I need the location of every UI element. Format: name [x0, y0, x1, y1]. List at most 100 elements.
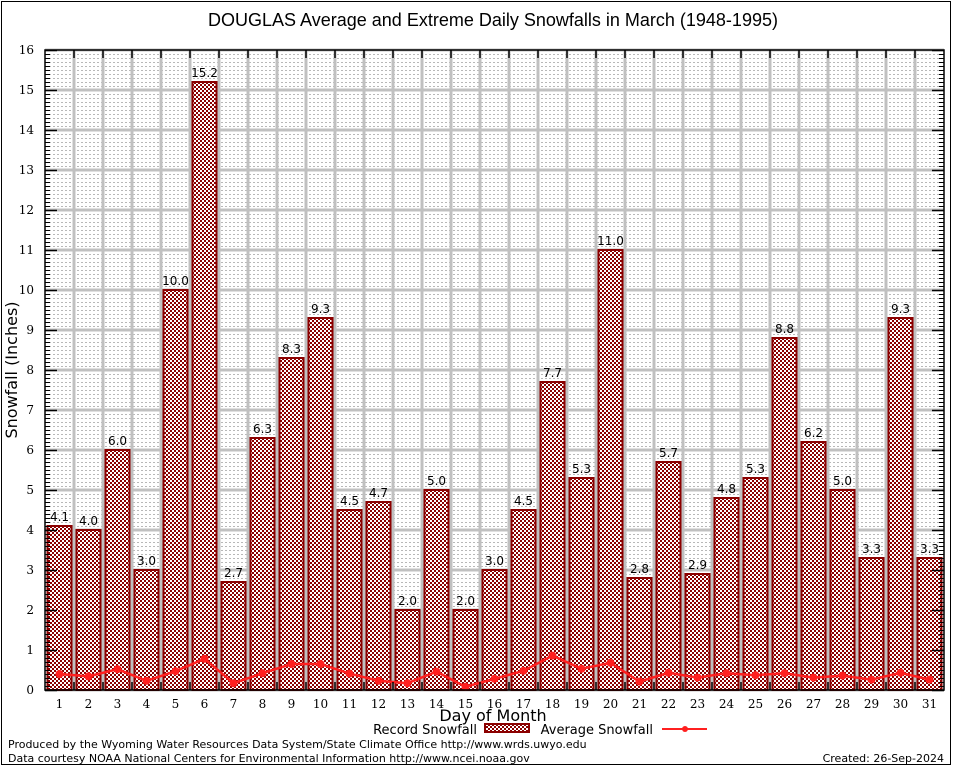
bar-day-23 — [684, 573, 711, 691]
y-tick-label: 2 — [26, 603, 34, 617]
y-tick-label: 0 — [26, 683, 34, 697]
bar-label-day-17: 4.5 — [514, 494, 533, 508]
bar-day-11 — [336, 509, 363, 691]
average-point-day-19 — [577, 664, 586, 673]
y-tick-label: 1 — [26, 643, 34, 657]
y-tick-label: 8 — [26, 363, 34, 377]
x-tick-label-day-5: 5 — [172, 697, 180, 711]
average-point-day-14 — [432, 667, 441, 676]
bar-day-26 — [771, 337, 798, 691]
x-tick-label-day-17: 17 — [516, 697, 531, 711]
average-point-day-6 — [200, 654, 209, 663]
average-point-day-9 — [287, 660, 296, 668]
legend-marker-average — [682, 726, 688, 732]
average-point-day-22 — [664, 668, 673, 677]
average-point-day-12 — [374, 676, 383, 685]
bar-day-24 — [713, 497, 740, 691]
y-tick-label: 15 — [19, 83, 34, 97]
average-point-day-1 — [55, 670, 64, 678]
bar-day-8 — [249, 437, 276, 691]
bar-label-day-21: 2.8 — [630, 562, 649, 576]
average-point-day-18 — [548, 651, 557, 660]
x-tick-label-day-3: 3 — [114, 697, 122, 711]
average-point-day-8 — [258, 669, 267, 678]
bar-day-27 — [800, 441, 827, 691]
x-tick-label-day-26: 26 — [777, 697, 792, 711]
x-tick-label-day-28: 28 — [835, 697, 850, 711]
bar-label-day-1: 4.1 — [50, 510, 69, 524]
chart-title: DOUGLAS Average and Extreme Daily Snowfa… — [208, 10, 778, 30]
x-tick-label-day-25: 25 — [748, 697, 763, 711]
bar-day-3 — [104, 449, 131, 691]
bar-day-22 — [655, 461, 682, 691]
x-tick-label-day-20: 20 — [603, 697, 618, 711]
x-tick-label-day-29: 29 — [864, 697, 879, 711]
bar-label-day-19: 5.3 — [572, 462, 591, 476]
average-point-day-11 — [345, 669, 354, 678]
bar-day-4 — [133, 569, 160, 691]
x-tick-label-day-4: 4 — [143, 697, 151, 711]
x-tick-label-day-27: 27 — [806, 697, 821, 711]
record-bars: 4.1 4.0 6.0 3.0 10.0 15.2 2.7 6.3 8.3 9.3 4.5 4.7 2.… — [46, 66, 943, 691]
y-tick-label: 11 — [19, 243, 34, 257]
bar-day-29 — [858, 557, 885, 691]
y-tick-label: 13 — [19, 163, 34, 177]
bar-label-day-12: 4.7 — [369, 486, 388, 500]
y-axis-label: Snowfall (Inches) — [2, 301, 21, 438]
bar-label-day-11: 4.5 — [340, 494, 359, 508]
bar-label-day-22: 5.7 — [659, 446, 678, 460]
bar-label-day-31: 3.3 — [920, 542, 939, 556]
bar-label-day-26: 8.8 — [775, 322, 794, 336]
bar-day-7 — [220, 581, 247, 691]
bar-label-day-16: 3.0 — [485, 554, 504, 568]
average-point-day-7 — [229, 679, 238, 688]
bar-day-10 — [307, 317, 334, 691]
x-tick-label-day-8: 8 — [259, 697, 267, 711]
x-tick-label-day-21: 21 — [632, 697, 647, 711]
bar-label-day-10: 9.3 — [311, 302, 330, 316]
bar-label-day-8: 6.3 — [253, 422, 272, 436]
average-point-day-26 — [780, 669, 789, 678]
average-point-day-10 — [316, 660, 325, 668]
y-tick-label: 16 — [19, 43, 34, 57]
bar-label-day-4: 3.0 — [137, 554, 156, 568]
created-date: Created: 26-Sep-2024 — [823, 752, 944, 765]
bar-day-13 — [394, 609, 421, 691]
bar-day-16 — [481, 569, 508, 691]
bar-label-day-9: 8.3 — [282, 342, 301, 356]
average-point-day-30 — [896, 668, 905, 677]
x-tick-label-day-12: 12 — [371, 697, 386, 711]
x-tick-label-day-6: 6 — [201, 697, 209, 711]
bar-day-28 — [829, 489, 856, 691]
bar-label-day-2: 4.0 — [79, 514, 98, 528]
bar-day-25 — [742, 477, 769, 691]
bar-day-17 — [510, 509, 537, 691]
average-point-day-23 — [693, 673, 702, 682]
bar-day-12 — [365, 501, 392, 691]
y-tick-label: 7 — [26, 403, 34, 417]
bar-label-day-5: 10.0 — [162, 274, 189, 288]
x-tick-label-day-19: 19 — [574, 697, 589, 711]
average-point-day-15 — [461, 682, 470, 691]
average-point-day-3 — [113, 665, 122, 674]
x-tick-label-day-18: 18 — [545, 697, 560, 711]
y-tick-label: 12 — [19, 203, 34, 217]
x-tick-label-day-7: 7 — [230, 697, 238, 711]
average-point-day-31 — [925, 675, 934, 684]
average-point-day-27 — [809, 673, 818, 682]
x-tick-label-day-23: 23 — [690, 697, 705, 711]
bar-label-day-14: 5.0 — [427, 474, 446, 488]
bar-label-day-24: 4.8 — [717, 482, 736, 496]
average-point-day-24 — [722, 669, 731, 678]
y-tick-label: 6 — [26, 443, 34, 457]
bar-day-18 — [539, 381, 566, 691]
y-tick-label: 3 — [26, 563, 34, 577]
average-point-day-13 — [403, 679, 412, 688]
bar-label-day-29: 3.3 — [862, 542, 881, 556]
bar-day-30 — [887, 317, 914, 691]
bar-day-6 — [191, 81, 218, 691]
legend-label-record: Record Snowfall — [373, 723, 477, 738]
bar-label-day-28: 5.0 — [833, 474, 852, 488]
